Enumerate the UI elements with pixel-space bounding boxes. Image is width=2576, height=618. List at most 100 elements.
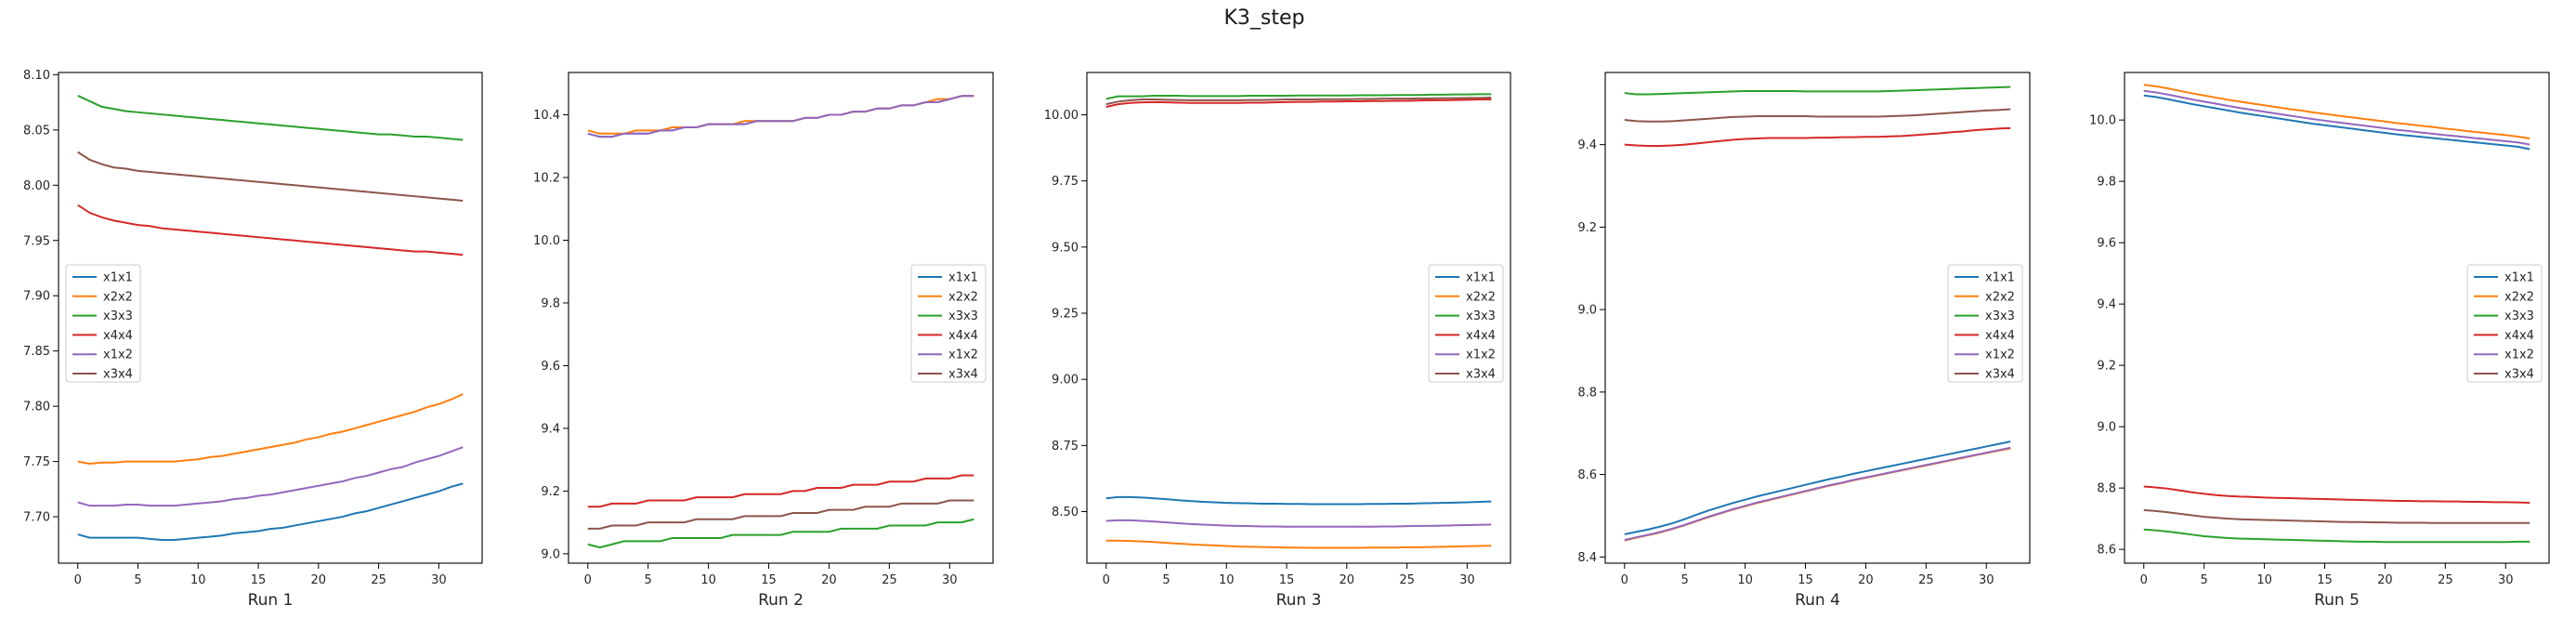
legend-box [1428, 264, 1504, 383]
legend-label-x3x4: x3x4 [1985, 368, 2015, 382]
legend-label-x3x4: x3x4 [948, 368, 978, 382]
x-tick-label: 25 [1399, 573, 1415, 587]
x-tick-label: 10 [190, 573, 206, 587]
y-tick-label: 8.50 [1052, 506, 1079, 519]
y-tick-label: 8.00 [23, 179, 50, 193]
x-tick-label: 5 [1162, 573, 1170, 587]
x-axis-label: Run 2 [758, 591, 804, 610]
series-line-x3x4 [1105, 97, 1492, 106]
x-tick-label: 25 [2438, 573, 2453, 587]
series-line-x3x4 [2143, 508, 2530, 524]
x-tick-label: 0 [74, 573, 82, 587]
series-line-x3x4 [77, 151, 464, 202]
series-line-x4x4 [77, 204, 464, 256]
x-tick-label: 30 [1459, 573, 1475, 587]
x-tick-label: 20 [2377, 573, 2393, 587]
x-tick-label: 10 [1737, 573, 1753, 587]
legend-label-x1x1: x1x1 [1466, 271, 1496, 285]
y-tick-label: 8.8 [1577, 386, 1597, 400]
series-line-x1x2 [77, 446, 464, 507]
series-line-x3x3 [587, 518, 974, 549]
axes-frame [2124, 72, 2550, 564]
legend-label-x1x2: x1x2 [1466, 348, 1496, 362]
x-tick-label: 30 [2498, 573, 2514, 587]
x-axis-label: Run 3 [1276, 591, 1322, 610]
subplot-5: 0 5 10 15 20 25 30 8.6 8.8 9.0 9.2 9.4 9.6 9.8 10.0 Run… [2089, 72, 2550, 610]
series-line-x2x2 [77, 393, 464, 465]
x-tick-label: 30 [1979, 573, 1994, 587]
x-tick-label: 25 [371, 573, 386, 587]
legend-label-x4x4: x4x4 [1985, 329, 2015, 343]
y-tick-label: 10.00 [1044, 109, 1079, 123]
x-tick-label: 5 [134, 573, 141, 587]
y-tick-label: 9.0 [1577, 304, 1597, 318]
series-line-x3x4 [1624, 108, 2011, 123]
x-tick-label: 20 [1858, 573, 1874, 587]
x-tick-label: 15 [251, 573, 267, 587]
series-line-x1x2 [1105, 519, 1492, 528]
y-tick-label: 9.0 [2097, 421, 2116, 435]
y-tick-label: 9.2 [541, 485, 560, 499]
x-tick-label: 0 [584, 573, 592, 587]
x-tick-label: 10 [1219, 573, 1235, 587]
legend: x1x1 x2x2 x3x3 x4x4 x1x2 x3x4 [1428, 264, 1504, 383]
series-line-x2x2 [2143, 84, 2530, 139]
x-tick-label: 15 [2317, 573, 2333, 587]
x-tick-label: 20 [821, 573, 837, 587]
series-line-x1x1 [2143, 94, 2530, 151]
series-line-x1x1 [1105, 495, 1492, 506]
y-tick-label: 7.85 [23, 345, 50, 359]
y-tick-label: 7.95 [23, 234, 50, 248]
legend-box [2466, 264, 2543, 383]
legend-label-x3x3: x3x3 [1985, 309, 2015, 323]
y-tick-label: 9.0 [541, 547, 560, 561]
x-tick-label: 10 [2256, 573, 2272, 587]
axes-frame [568, 72, 994, 564]
legend-label-x4x4: x4x4 [948, 329, 978, 343]
x-tick-label: 0 [1621, 573, 1628, 587]
legend-label-x4x4: x4x4 [1466, 329, 1496, 343]
legend-label-x1x1: x1x1 [948, 271, 978, 285]
series-line-x3x3 [1624, 85, 2011, 96]
y-tick-label: 8.4 [1577, 551, 1597, 565]
legend: x1x1 x2x2 x3x3 x4x4 x1x2 x3x4 [1947, 264, 2023, 383]
y-tick-label: 7.75 [23, 455, 50, 469]
series-line-x4x4 [2143, 485, 2530, 504]
legend-label-x2x2: x2x2 [1985, 290, 2015, 304]
axes-frame [58, 72, 483, 564]
series-line-x3x3 [77, 95, 464, 141]
y-tick-label: 7.90 [23, 290, 50, 304]
y-tick-label: 8.6 [1577, 468, 1597, 482]
legend-box [1947, 264, 2023, 383]
x-tick-label: 5 [1681, 573, 1689, 587]
y-tick-label: 9.6 [2097, 237, 2116, 251]
y-tick-label: 9.50 [1052, 241, 1079, 255]
legend-label-x1x2: x1x2 [2504, 348, 2534, 362]
y-tick-label: 10.0 [533, 234, 560, 248]
series-line-x3x3 [2143, 528, 2530, 544]
series-line-x4x4 [587, 474, 974, 508]
y-tick-label: 8.8 [2097, 482, 2116, 496]
legend-label-x2x2: x2x2 [103, 290, 133, 304]
series-line-x1x2 [587, 95, 974, 138]
y-tick-label: 10.0 [2089, 114, 2116, 128]
legend-label-x4x4: x4x4 [2504, 329, 2534, 343]
y-tick-label: 9.75 [1052, 175, 1079, 189]
series-line-x1x1 [1624, 440, 2011, 535]
x-tick-label: 30 [942, 573, 958, 587]
x-axis-label: Run 1 [248, 591, 294, 610]
y-tick-label: 10.4 [533, 109, 560, 123]
x-tick-label: 25 [1918, 573, 1934, 587]
x-tick-label: 0 [2140, 573, 2148, 587]
series-line-x1x2 [2143, 89, 2530, 146]
y-tick-label: 9.4 [541, 422, 560, 436]
legend-label-x1x1: x1x1 [1985, 271, 2015, 285]
legend-label-x3x3: x3x3 [103, 309, 133, 323]
x-tick-label: 20 [311, 573, 327, 587]
y-tick-label: 9.8 [2097, 176, 2116, 190]
legend-label-x3x3: x3x3 [948, 309, 978, 323]
series-line-x3x3 [1105, 93, 1492, 100]
y-tick-label: 9.00 [1052, 374, 1079, 388]
